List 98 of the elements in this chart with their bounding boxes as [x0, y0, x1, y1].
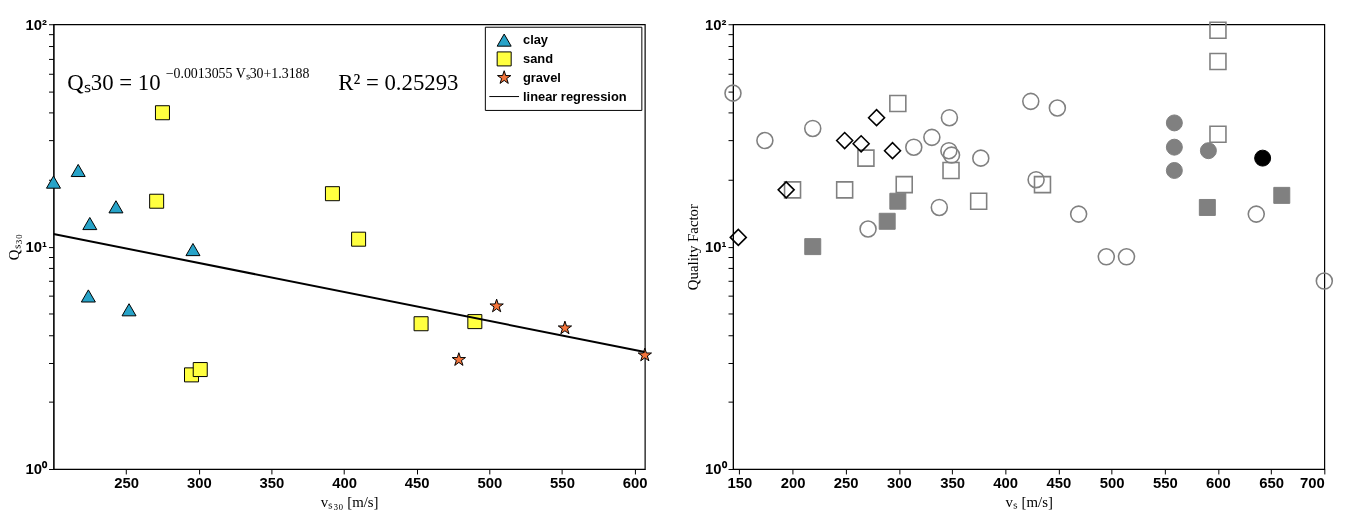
point [637, 347, 652, 362]
point [783, 181, 802, 199]
y-tick-label: 10⁰ [705, 461, 728, 478]
point [942, 161, 960, 180]
point [867, 108, 886, 127]
legend-label: gravel [522, 69, 561, 85]
x-tick-label: 350 [940, 475, 965, 492]
point [895, 175, 913, 194]
point [149, 193, 165, 209]
point [82, 216, 98, 231]
point [70, 163, 86, 178]
point [889, 94, 907, 113]
point [972, 149, 990, 167]
text: Qₛ30 = 10−0.0013055 Vₛ30+1.3188 R² = 0.25293 [67, 65, 459, 95]
x-tick-label: 200 [780, 475, 806, 492]
point [1048, 99, 1067, 117]
x-axis-title: vₛ₃₀ [m/s] [320, 494, 379, 511]
x-tick-label: 450 [1046, 475, 1072, 492]
point [192, 362, 208, 378]
point [835, 131, 854, 150]
point [80, 289, 96, 303]
point [930, 198, 949, 217]
point [878, 212, 896, 230]
x-tick-label: 600 [622, 475, 648, 492]
point [1209, 125, 1227, 144]
x-tick-label: 250 [833, 475, 859, 492]
point [942, 146, 961, 164]
x-tick-label: 450 [404, 475, 430, 492]
y-tick-label: 10² [705, 16, 727, 33]
x-tick-label: 300 [186, 475, 212, 492]
legend-label: linear regression [522, 88, 627, 104]
x-tick-label: 400 [332, 475, 357, 492]
point [108, 200, 124, 214]
point [859, 220, 877, 238]
point [777, 181, 795, 199]
y-tick-label: 10² [25, 16, 48, 33]
point [185, 242, 201, 257]
point [121, 303, 137, 317]
point [969, 192, 988, 210]
point [1209, 52, 1227, 71]
point [1033, 175, 1052, 194]
point [557, 320, 573, 335]
point [1165, 162, 1183, 179]
point [45, 175, 61, 189]
y-axis-title: Qₛ₃₀ [5, 234, 22, 261]
x-axis-title: vₛ [m/s] [1005, 494, 1053, 511]
point [803, 119, 822, 138]
point [940, 108, 959, 127]
y-tick-label: 10¹ [705, 239, 727, 256]
point [940, 141, 958, 160]
point [1315, 272, 1334, 290]
point [1165, 114, 1183, 132]
x-tick-label: 500 [477, 475, 503, 492]
point [852, 135, 870, 153]
point [1273, 186, 1291, 204]
point [324, 186, 340, 202]
point [1027, 170, 1045, 189]
point [905, 138, 923, 156]
point [724, 84, 742, 102]
y-tick-label: 10¹ [25, 239, 48, 256]
point [1165, 138, 1183, 156]
x-tick-label: 550 [550, 475, 575, 492]
point [489, 298, 504, 313]
x-tick-label: 250 [114, 475, 140, 492]
x-tick-label: 300 [887, 475, 912, 492]
point [857, 149, 875, 167]
point [1247, 205, 1266, 223]
point [451, 352, 467, 366]
point [1254, 149, 1272, 167]
point [1209, 21, 1227, 39]
point [729, 228, 748, 247]
x-tick-label: 700 [1300, 475, 1325, 492]
legend-label: sand [522, 50, 554, 66]
x-tick-label: 400 [993, 475, 1019, 492]
x-tick-label: 150 [727, 475, 753, 492]
x-tick-label: 650 [1259, 475, 1285, 492]
point [1022, 92, 1040, 111]
point [1117, 248, 1136, 266]
point [756, 131, 774, 150]
point [1097, 248, 1116, 266]
x-tick-label: 500 [1099, 475, 1125, 492]
point [883, 141, 902, 160]
point [889, 192, 907, 210]
x-tick-label: 550 [1152, 475, 1178, 492]
point [835, 181, 854, 199]
x-tick-label: 350 [259, 475, 285, 492]
point [1199, 142, 1217, 160]
point [351, 231, 367, 247]
y-tick-label: 10⁰ [25, 461, 49, 478]
x-tick-label: 600 [1206, 475, 1231, 492]
point [413, 316, 429, 332]
point [1198, 198, 1216, 216]
legend-label: clay [522, 32, 549, 48]
point [1069, 205, 1088, 223]
y-axis-title: Quality Factor [685, 203, 702, 291]
point [154, 105, 170, 121]
point [923, 128, 941, 147]
point [804, 238, 822, 256]
